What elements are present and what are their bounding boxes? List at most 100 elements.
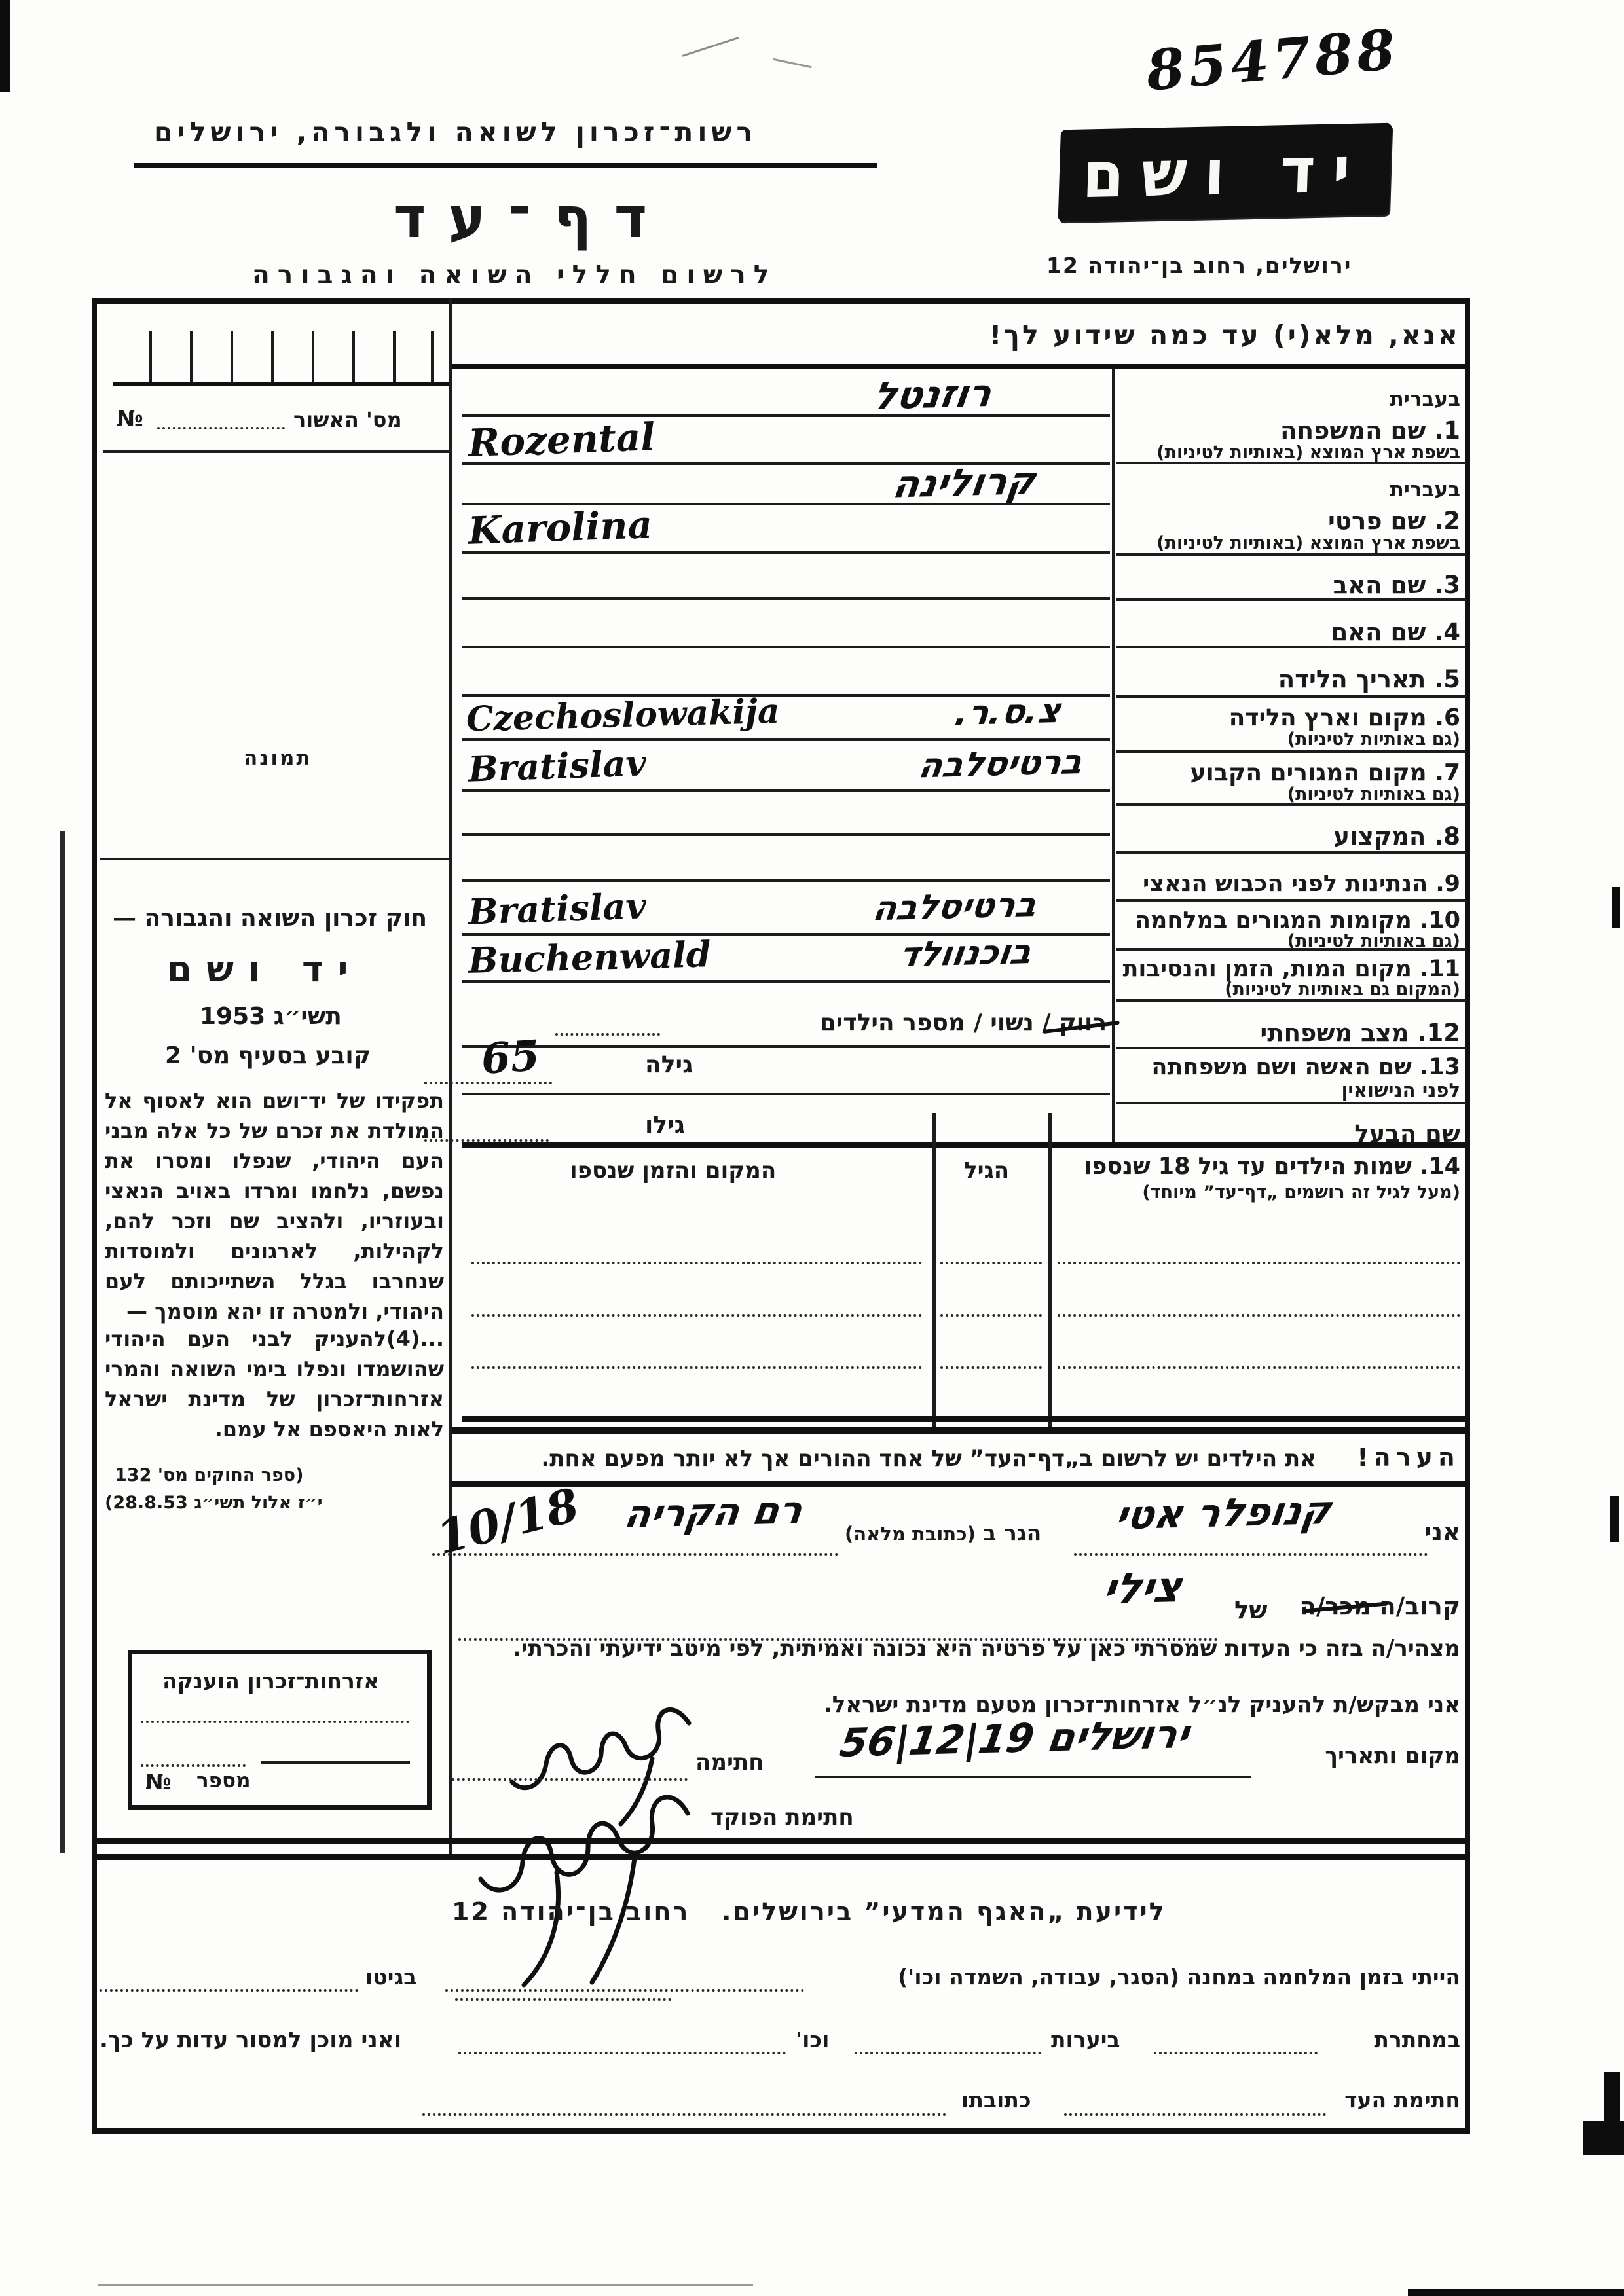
law-panel-top-rule — [100, 858, 451, 860]
witness-i-label: אני — [1424, 1518, 1460, 1546]
field1-sub-label: בשפת ארץ המוצא (באותיות לטיניות) — [1156, 443, 1460, 463]
underground-fill-line — [1154, 2052, 1318, 2054]
entry-line — [462, 646, 1110, 648]
witness-of-label: של — [1234, 1596, 1268, 1624]
label-rule — [1116, 1047, 1466, 1049]
witness-signature-handwriting — [509, 1707, 692, 1827]
number-grid-tick — [190, 331, 193, 382]
number-grid-tick — [312, 331, 314, 382]
signature-line — [452, 1778, 688, 1781]
field11-sub-label: (המקום גם באותיות לטיניות) — [1225, 979, 1460, 1000]
witness-name-line — [1074, 1553, 1428, 1556]
entry-line — [462, 879, 1110, 882]
children-table-top-rule — [462, 1142, 1466, 1148]
witness-address-handwriting: רם הקריה — [621, 1487, 806, 1537]
citizenship-box-title: אזרחות־זכרון הוענקה — [162, 1668, 380, 1694]
underground-label: במחתרת — [1374, 2027, 1460, 2052]
entry-line — [462, 597, 1110, 600]
note-label: הערה! — [1357, 1443, 1460, 1472]
marital-option-children-count: מספר הילדים — [819, 1010, 966, 1036]
witness-resides-label: הגר ב (כתובת מלאה) — [845, 1520, 1042, 1546]
entry-line — [462, 789, 1110, 792]
entry-residence-hebrew-handwriting: ברטיסלבה — [915, 742, 1085, 786]
camp-fill-line — [445, 1989, 804, 1992]
label-rule — [1116, 999, 1466, 1002]
children-row-dotted-line — [940, 1314, 1042, 1317]
field14-sub-label: (מעל לגיל זה רושמים „דף־עד” מיוחד) — [1142, 1182, 1460, 1203]
label-rule — [1116, 553, 1466, 556]
place-date-line — [815, 1776, 1251, 1778]
entry-line — [462, 833, 1110, 836]
ghetto-label: בגיטו — [365, 1964, 417, 1990]
children-table-bottom-rule — [462, 1416, 1466, 1422]
approval-number-symbol: № — [117, 406, 143, 432]
bottom-border-right — [1465, 1854, 1470, 2133]
bottom-border-bottom — [92, 2128, 1470, 2134]
forests-label: ביערות — [1051, 2027, 1120, 2052]
note-bottom-rule — [452, 1481, 1466, 1487]
entry-line — [462, 414, 1110, 417]
label-column-divider — [1112, 367, 1115, 1142]
entry-line — [462, 738, 1110, 741]
citizenship-box-line-solid — [261, 1761, 410, 1764]
clerk-signature-line — [455, 1998, 671, 2001]
field6-sub-label: (גם באותיות לטיניות) — [1287, 729, 1460, 750]
forests-fill-line — [855, 2052, 1041, 2054]
children-row-dotted-line — [1058, 1366, 1460, 1369]
scan-edge-artifact — [0, 0, 10, 92]
agency-name: רשות־זכרון לשואה ולגבורה, ירושלים — [154, 117, 758, 148]
label-rule — [1116, 598, 1466, 601]
place-date-label: מקום ותאריך — [1325, 1743, 1460, 1769]
entry-war-residence-latin-handwriting: Bratislav — [467, 884, 647, 933]
approval-number-line — [157, 427, 285, 429]
entry-war-residence-hebrew-handwriting: ברטיסלבה — [870, 885, 1039, 929]
marital-options: רווק / נשוי / מספר הילדים — [819, 1010, 1107, 1036]
number-grid-tick — [393, 331, 396, 382]
note-top-rule — [452, 1427, 1466, 1434]
witness-address-field-label: כתובתו — [961, 2087, 1031, 2113]
pencil-mark — [682, 37, 739, 57]
entry-death-place-hebrew-handwriting: בוכנוולד — [896, 932, 1035, 975]
witness-relative-label: קרוב/ה מכר/ה — [1299, 1592, 1460, 1620]
request-text: אני מבקש/ת להעניק לנ״ל אזרחות־זכרון מטעם… — [823, 1692, 1460, 1718]
field10-sub-label: (גם באותיות לטיניות) — [1287, 931, 1460, 951]
form-border-top — [92, 298, 1470, 304]
declaration-text: מצהיר/ה בזה כי העדות שמסרתי כאן על פרטיה… — [512, 1635, 1460, 1662]
citizenship-number-label: מספר — [196, 1769, 251, 1793]
field8-label: 8. המקצוע — [1333, 822, 1460, 850]
witness-of-line — [458, 1638, 1218, 1641]
children-row-dotted-line — [471, 1366, 922, 1369]
field3-label: 3. שם האב — [1333, 571, 1460, 599]
photo-column-divider — [449, 298, 452, 1854]
intro-underline — [452, 364, 1467, 369]
scan-edge-artifact — [1583, 2121, 1624, 2155]
entry-line — [462, 933, 1110, 936]
entry-line — [462, 1045, 1110, 1048]
children-row-dotted-line — [940, 1262, 1042, 1264]
number-grid-tick — [352, 331, 355, 382]
number-grid-tick — [231, 331, 233, 382]
field12-label: 12. מצב משפחתי — [1260, 1019, 1460, 1047]
law-citation-line1: (ספר החוקים מס' 132 — [115, 1465, 304, 1485]
label-rule — [1116, 803, 1466, 806]
children-row-dotted-line — [1058, 1262, 1460, 1264]
approval-number-label: מס' האשור — [293, 407, 402, 432]
label-rule — [1116, 695, 1466, 698]
entry-family-name-latin-handwriting: Rozental — [467, 414, 656, 465]
entry-birth-country-hebrew-handwriting: צ.ס.ר. — [952, 691, 1063, 734]
citizenship-box-line — [141, 1721, 409, 1723]
ready-to-testify-label: ואני מוכן למסור עדות על כך. — [100, 2027, 402, 2053]
field7-sub-label: (גם באותיות לטיניות) — [1287, 784, 1460, 805]
label-rule — [1116, 1102, 1466, 1104]
law-year-line: תשי״ג 1953 — [200, 1003, 342, 1030]
section-double-rule-1 — [92, 1838, 1470, 1844]
citizenship-box-line — [141, 1764, 246, 1767]
field2-label: 2. שם פרטי — [1327, 507, 1460, 535]
ghetto-fill-line — [100, 1989, 358, 1992]
yad-vashem-stamp-logo: יד ושם — [1058, 122, 1392, 222]
field2-pre-label: בעברית — [1390, 478, 1460, 501]
camp-label: הייתי בזמן המלחמה במחנה (הסגר, עבודה, הש… — [898, 1964, 1460, 1990]
her-age-dotted-line — [424, 1082, 552, 1084]
marital-option-married: נשוי — [990, 1010, 1034, 1036]
label-rule — [1116, 948, 1466, 951]
